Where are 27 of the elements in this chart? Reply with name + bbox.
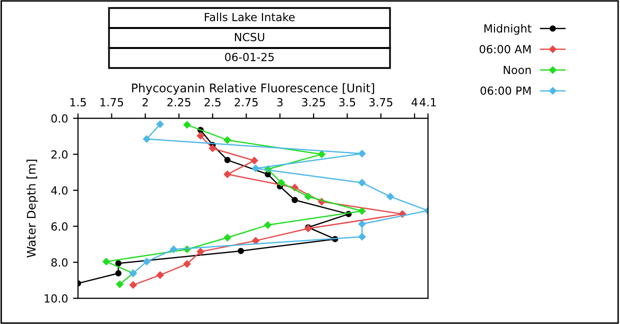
x-tick-label: 4 xyxy=(412,98,418,106)
chart-title: Falls Lake Intake xyxy=(204,12,295,22)
x-tick-label: 2 xyxy=(142,98,148,106)
x-tick-label: 3.25 xyxy=(302,98,325,106)
x-tick-label: 3.75 xyxy=(369,98,392,106)
x-tick-label: 3 xyxy=(277,98,283,106)
legend-label: Midnight xyxy=(484,24,532,35)
x-tick-label: 3.5 xyxy=(339,98,356,106)
text: 06-01-25 xyxy=(225,52,274,62)
x-tick-label: 1.5 xyxy=(70,98,86,106)
y-tick-label: 2.0 xyxy=(51,150,68,159)
legend-label: Noon xyxy=(504,66,531,74)
chart-subtitle: NCSU xyxy=(234,32,264,42)
y-tick-label: 8.0 xyxy=(51,258,68,267)
x-tick-label: 2.5 xyxy=(204,98,220,106)
y-axis-title: Water Depth [m] xyxy=(26,160,38,258)
x-tick-label: 2.25 xyxy=(167,98,190,106)
x-tick-label: 2.75 xyxy=(234,98,258,106)
x-tick-label: 1.75 xyxy=(100,98,124,106)
x-axis-title: Phycocyanin Relative Fluorescence [Unit] xyxy=(132,83,374,95)
y-tick-label: 6.0 xyxy=(51,222,68,231)
x-tick-label: 4.1 xyxy=(420,98,436,106)
y-tick-label: 0.0 xyxy=(51,114,68,123)
legend-label: 06:00 PM xyxy=(480,86,531,95)
legend-label: 06:00 AM xyxy=(480,44,531,54)
y-tick-label: 4.0 xyxy=(51,186,68,195)
y-tick-label: 10.0 xyxy=(44,294,68,303)
